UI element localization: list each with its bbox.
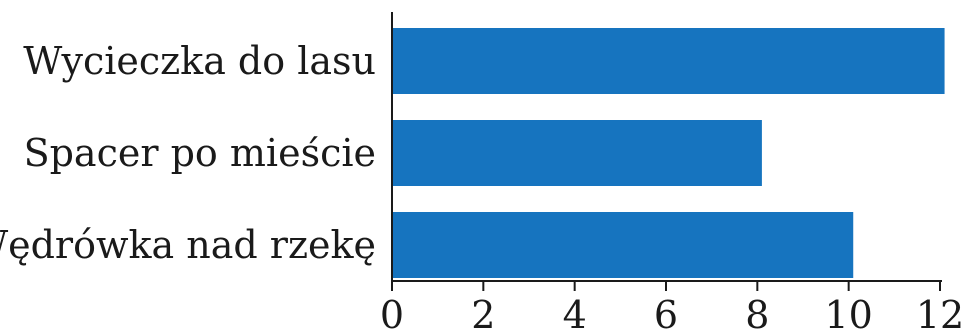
category-labels: Wycieczka do lasu Spacer po mieście Wędrów… xyxy=(0,39,376,267)
category-label-3: Wędrówka nad rzekę xyxy=(0,223,376,267)
x-tick-label-1: 0 xyxy=(380,293,404,332)
x-tick-label-7: 12 xyxy=(916,293,962,332)
bar-1 xyxy=(392,28,945,94)
x-tick-label-6: 10 xyxy=(824,293,872,332)
x-tick-label-4: 6 xyxy=(654,293,678,332)
bar-3 xyxy=(392,212,854,278)
category-label-2: Spacer po mieście xyxy=(24,131,376,175)
x-tick-label-5: 8 xyxy=(745,293,769,332)
x-tick-label-3: 4 xyxy=(563,293,587,332)
x-axis-ticks: 0 2 4 6 8 10 12 xyxy=(380,281,962,332)
x-tick-label-2: 2 xyxy=(471,293,495,332)
bar-2 xyxy=(392,120,762,186)
category-label-1: Wycieczka do lasu xyxy=(23,39,376,83)
bars-layer xyxy=(392,28,945,278)
